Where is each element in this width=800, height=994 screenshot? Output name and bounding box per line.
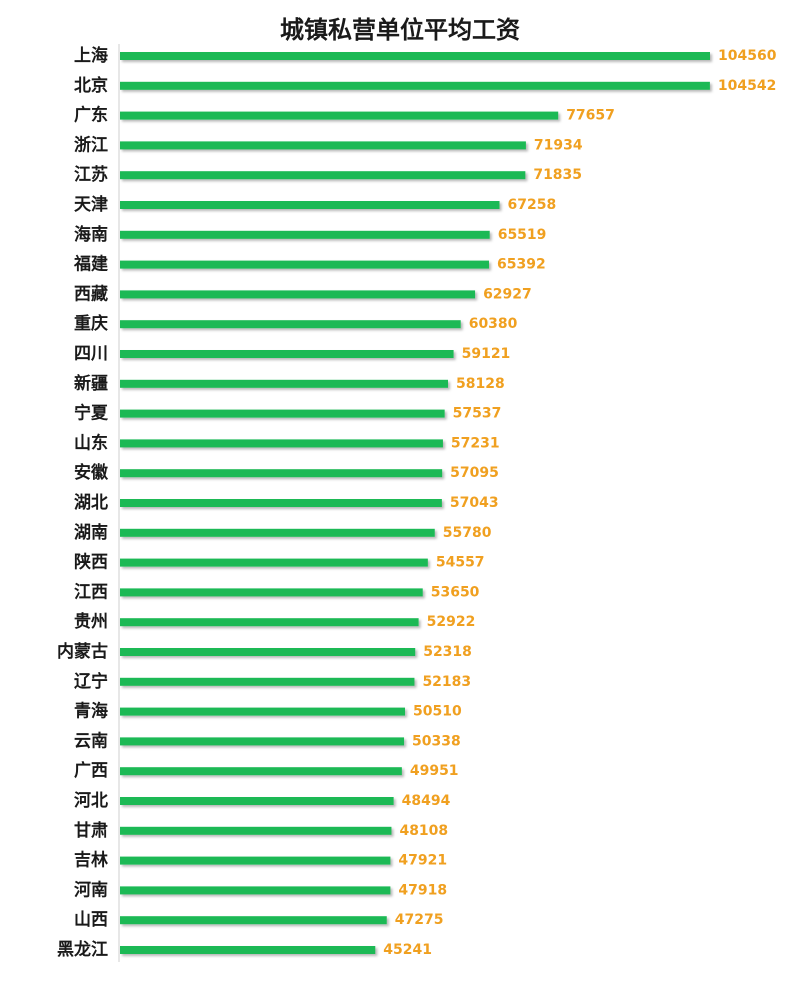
bar — [120, 81, 710, 90]
data-label: 45241 — [383, 942, 432, 958]
category-label: 宁夏 — [74, 403, 109, 424]
data-label: 57231 — [451, 435, 500, 451]
data-label: 55780 — [443, 525, 492, 541]
bar — [120, 111, 559, 120]
data-label: 48494 — [402, 793, 451, 809]
data-label: 59121 — [462, 346, 511, 362]
data-label: 57095 — [450, 465, 499, 481]
bar — [120, 230, 490, 239]
category-label: 广西 — [74, 760, 108, 781]
bar — [120, 409, 445, 418]
category-label: 河北 — [74, 791, 108, 811]
data-label: 58128 — [456, 376, 505, 392]
data-label: 50510 — [413, 704, 462, 720]
category-label: 江苏 — [74, 164, 108, 185]
data-label: 104560 — [718, 48, 777, 64]
category-label: 天津 — [74, 194, 108, 215]
bar — [120, 677, 415, 686]
bar — [120, 260, 489, 269]
category-label: 黑龙江 — [57, 939, 108, 960]
category-label: 云南 — [74, 730, 108, 751]
data-label: 57043 — [450, 495, 499, 511]
data-label: 71835 — [533, 167, 582, 183]
category-label: 河南 — [74, 879, 108, 900]
data-label: 62927 — [483, 286, 532, 302]
bar — [120, 320, 461, 329]
category-label: 辽宁 — [74, 671, 108, 692]
bar — [120, 439, 443, 448]
data-label: 47921 — [398, 853, 447, 869]
data-label: 52922 — [427, 614, 476, 630]
category-label: 湖南 — [74, 522, 108, 543]
data-label: 47918 — [398, 882, 447, 898]
chart-title: 城镇私营单位平均工资 — [280, 16, 520, 44]
bar — [120, 350, 454, 358]
bar — [120, 737, 405, 746]
category-label: 甘肃 — [74, 820, 108, 841]
bar — [120, 946, 376, 954]
bar — [120, 141, 526, 150]
category-label: 青海 — [74, 701, 108, 722]
bar — [120, 499, 442, 507]
bar — [120, 379, 448, 388]
data-label: 49951 — [410, 763, 459, 779]
category-label: 山东 — [74, 432, 108, 453]
category-label: 浙江 — [74, 134, 108, 155]
bar — [120, 588, 423, 597]
bar — [120, 707, 406, 716]
bar — [120, 797, 394, 805]
bar — [120, 558, 428, 567]
category-label: 内蒙古 — [57, 641, 108, 662]
category-label: 安徽 — [74, 462, 109, 483]
bar — [120, 767, 402, 776]
data-label: 53650 — [431, 584, 480, 600]
bar — [120, 290, 476, 299]
bar — [120, 618, 419, 627]
data-label: 65392 — [497, 257, 546, 273]
category-label: 贵州 — [74, 611, 108, 632]
category-label: 吉林 — [74, 850, 108, 871]
bar — [120, 469, 443, 478]
data-label: 67258 — [508, 197, 557, 213]
data-label: 71934 — [534, 137, 583, 153]
category-label: 福建 — [73, 254, 108, 275]
category-label: 西藏 — [74, 284, 108, 304]
data-label: 60380 — [469, 316, 518, 332]
category-label: 广东 — [74, 105, 108, 126]
bar — [120, 52, 710, 60]
bar — [120, 886, 391, 895]
data-label: 77657 — [566, 108, 615, 124]
bar — [120, 171, 526, 180]
category-label: 海南 — [74, 224, 108, 245]
bar — [120, 528, 435, 537]
category-label: 山西 — [74, 910, 108, 930]
bar — [120, 648, 416, 656]
data-label: 47275 — [395, 912, 444, 928]
category-label: 四川 — [74, 344, 108, 364]
bars-layer: 上海 104560 北京 104542 广东 77657 浙江 71934 江苏 71835 天津 6… — [57, 45, 777, 960]
category-label: 重庆 — [74, 313, 108, 334]
data-label: 65519 — [498, 227, 547, 243]
data-label: 104542 — [718, 78, 776, 94]
data-label: 48108 — [399, 823, 448, 839]
data-label: 52183 — [422, 674, 471, 690]
data-label: 52318 — [423, 644, 472, 660]
category-label: 湖北 — [74, 493, 108, 513]
bar — [120, 856, 391, 865]
data-label: 54557 — [436, 555, 485, 571]
category-label: 新疆 — [74, 373, 108, 394]
category-label: 江西 — [74, 582, 108, 602]
bar — [120, 826, 392, 835]
category-label: 陕西 — [74, 552, 108, 573]
data-label: 57537 — [453, 406, 502, 422]
category-label: 上海 — [74, 45, 108, 66]
category-label: 北京 — [74, 75, 108, 96]
data-label: 50338 — [412, 733, 461, 749]
bar — [120, 201, 500, 209]
bar — [120, 916, 387, 925]
